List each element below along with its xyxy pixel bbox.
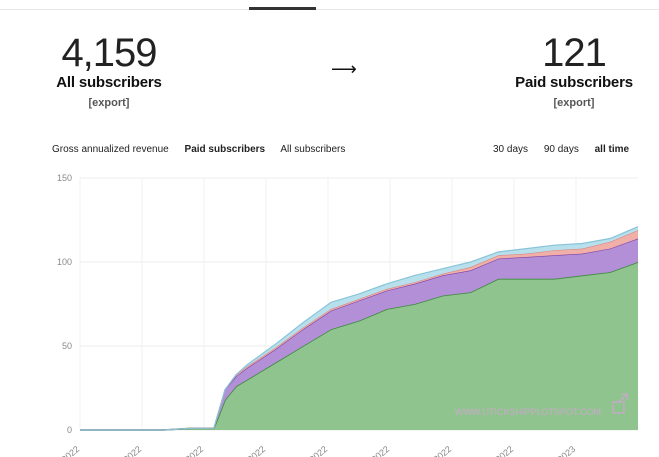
tab-gross-annualized-revenue[interactable]: Gross annualized revenue [52,144,169,155]
y-tick-label: 50 [62,341,72,351]
all-subscribers-count: 4,159 [61,31,157,75]
x-tick-label: 2022 [432,444,454,457]
paid-subscribers-chart: 0 50 100 150 2022 2022 2022 2022 2022 2022 2022 202… [57,173,639,457]
paid-subscribers-export-link[interactable]: [export] [553,97,595,109]
free-trial-area [80,262,638,430]
tab-90-days[interactable]: 90 days [543,144,579,155]
range-tabs: 30 days 90 days all time [493,144,642,155]
chart-ticks: 0 50 100 150 2022 2022 2022 2022 2022 2022 2022 202… [57,173,577,457]
y-tick-label: 150 [57,173,72,183]
chart-areas [80,226,639,431]
x-tick-label: 2022 [122,444,144,457]
comp-area [80,230,638,430]
tab-paid-subscribers[interactable]: Paid subscribers [184,144,266,155]
all-subscribers-stat: 4,159 All subscribers [export] [52,33,166,109]
active-section-indicator [249,7,316,10]
chart-watermark: WWW.UTICKSHIPPLOTSPOT.COM [455,407,601,417]
annual-area [80,238,638,430]
x-tick-label: 2022 [370,444,392,457]
x-tick-label: 2022 [494,444,516,457]
x-tick-label: 2022 [246,444,268,457]
right-arrow-icon: ⟶ [331,59,357,79]
y-tick-label: 100 [57,257,72,267]
other-area [80,226,638,430]
tab-all-subscribers[interactable]: All subscribers [280,144,346,155]
tab-30-days[interactable]: 30 days [493,144,529,155]
other-area-line [80,226,639,431]
paid-subscribers-stat: 121 Paid subscribers [export] [510,33,638,109]
all-subscribers-export-link[interactable]: [export] [88,97,130,109]
external-link-icon[interactable] [612,393,628,414]
x-tick-label: 2023 [556,444,578,457]
tab-all-time[interactable]: all time [594,144,630,155]
paid-subscribers-label: Paid subscribers [515,74,633,91]
x-tick-label: 2022 [60,444,82,457]
top-divider [0,9,659,10]
all-subscribers-label: All subscribers [56,74,162,91]
x-tick-label: 2022 [184,444,206,457]
paid-subscribers-count: 121 [542,31,607,75]
metric-tabs: Gross annualized revenue Paid subscriber… [52,144,358,155]
x-tick-label: 2022 [308,444,330,457]
y-tick-label: 0 [67,425,72,435]
